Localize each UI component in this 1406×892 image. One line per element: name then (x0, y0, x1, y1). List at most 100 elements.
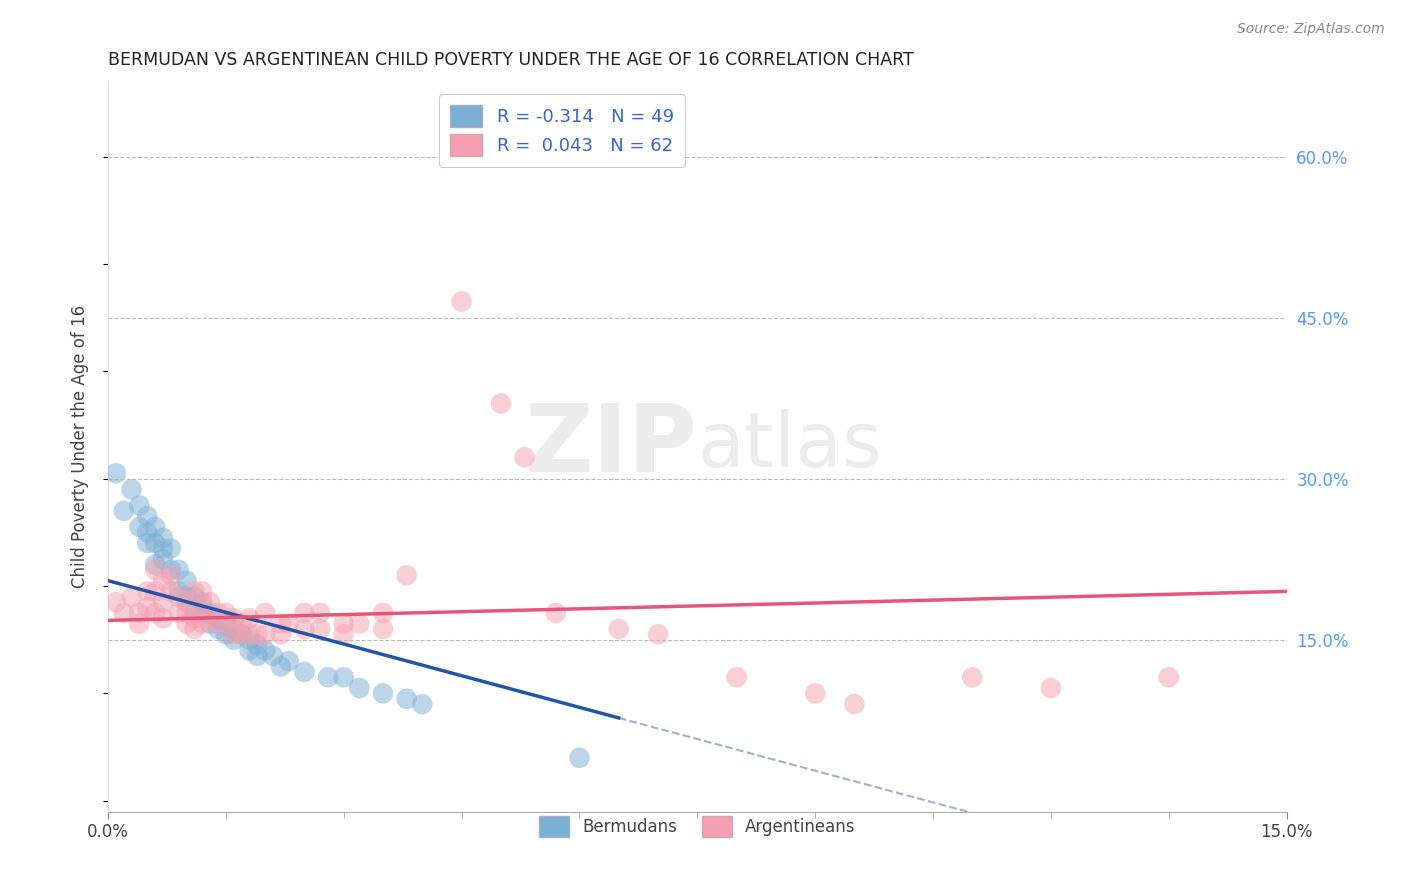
Point (450, 294, 472, 309)
Point (332, 670, 354, 684)
Point (231, 616, 253, 631)
Point (121, 483, 143, 497)
Point (143, 520, 166, 534)
Point (294, 622, 316, 636)
Point (167, 563, 190, 577)
Point (183, 590, 205, 604)
Point (316, 670, 339, 684)
Point (152, 611, 174, 625)
Point (112, 504, 135, 518)
Point (238, 627, 260, 641)
Point (411, 697, 433, 711)
Point (191, 616, 214, 631)
Point (160, 563, 183, 577)
Point (176, 590, 198, 604)
Point (183, 584, 205, 599)
Point (176, 574, 198, 588)
Point (349, 616, 371, 631)
Point (136, 584, 159, 599)
Point (238, 643, 260, 657)
Point (152, 595, 174, 609)
Point (112, 606, 135, 620)
Point (395, 568, 418, 582)
Point (128, 520, 150, 534)
Point (191, 584, 214, 599)
Point (222, 632, 245, 647)
Point (262, 648, 284, 663)
Point (1039, 681, 1062, 695)
Point (294, 606, 316, 620)
Point (371, 622, 394, 636)
Point (167, 584, 190, 599)
Point (143, 558, 166, 572)
Point (152, 574, 174, 588)
Point (332, 627, 354, 641)
Point (152, 541, 174, 556)
Point (104, 595, 127, 609)
Point (215, 606, 238, 620)
Point (136, 600, 159, 615)
Point (270, 616, 292, 631)
Point (176, 616, 198, 631)
Text: ZIP: ZIP (524, 401, 697, 492)
Point (136, 525, 159, 540)
Point (136, 536, 159, 550)
Point (270, 659, 292, 673)
Point (395, 691, 418, 706)
Point (254, 606, 277, 620)
Point (143, 563, 166, 577)
Point (222, 622, 245, 636)
Point (176, 595, 198, 609)
Point (804, 686, 827, 700)
Point (207, 611, 229, 625)
Point (183, 622, 205, 636)
Point (309, 606, 332, 620)
Point (246, 638, 269, 652)
Point (207, 606, 229, 620)
Point (160, 541, 183, 556)
Point (215, 627, 238, 641)
Point (215, 616, 238, 631)
Point (222, 611, 245, 625)
Point (121, 590, 143, 604)
Point (136, 509, 159, 524)
Point (254, 643, 277, 657)
Point (277, 654, 299, 668)
Point (198, 616, 221, 631)
Point (844, 697, 866, 711)
Point (294, 665, 316, 679)
Point (238, 611, 260, 625)
Point (198, 606, 221, 620)
Point (607, 622, 630, 636)
Point (568, 751, 591, 765)
Point (309, 622, 332, 636)
Point (332, 616, 354, 631)
Point (246, 627, 269, 641)
Legend: Bermudans, Argentineans: Bermudans, Argentineans (531, 810, 862, 843)
Point (183, 606, 205, 620)
Text: Source: ZipAtlas.com: Source: ZipAtlas.com (1237, 22, 1385, 37)
Point (238, 632, 260, 647)
Point (254, 627, 277, 641)
Point (371, 606, 394, 620)
Point (198, 595, 221, 609)
Text: atlas: atlas (697, 409, 882, 483)
Point (128, 616, 150, 631)
Point (270, 627, 292, 641)
Point (215, 616, 238, 631)
Point (183, 611, 205, 625)
Point (725, 670, 748, 684)
Point (160, 568, 183, 582)
Point (191, 600, 214, 615)
Point (191, 606, 214, 620)
Y-axis label: Child Poverty Under the Age of 16: Child Poverty Under the Age of 16 (72, 305, 89, 588)
Point (152, 552, 174, 566)
Point (143, 606, 166, 620)
Point (513, 450, 536, 465)
Point (246, 648, 269, 663)
Point (198, 611, 221, 625)
Point (160, 584, 183, 599)
Point (231, 627, 253, 641)
Point (191, 595, 214, 609)
Point (143, 536, 166, 550)
